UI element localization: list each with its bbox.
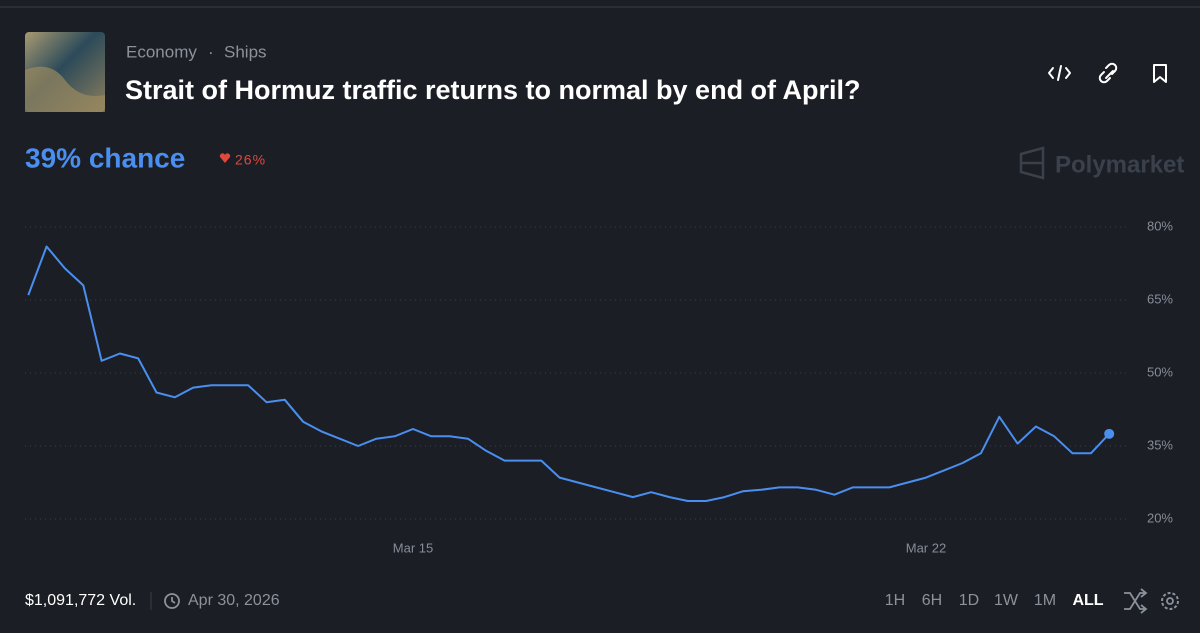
category-link[interactable]: Ships [224,42,267,61]
settings-button[interactable] [1161,592,1179,610]
range-button[interactable]: 6H [922,592,942,609]
breadcrumb-separator: · [208,42,214,61]
x-tick-label: Mar 22 [906,540,946,555]
brand-watermark: Polymarket [1055,151,1184,178]
y-tick-label: 35% [1147,437,1173,452]
x-tick-label: Mar 15 [393,540,433,555]
end-date: Apr 30, 2026 [188,592,280,609]
clock-icon [164,593,180,609]
change-icon [219,153,231,163]
thumbnail-land [25,66,105,112]
price-chart: 80% 65% 50% 35% 20% Mar 15 Mar 22 [25,218,1173,555]
range-button[interactable]: 1W [994,592,1019,609]
compare-button[interactable] [1124,588,1148,614]
y-tick-label: 65% [1147,291,1173,306]
clock-hands [171,597,176,604]
chance-value: 39% chance [25,142,185,173]
copy-link-button[interactable] [1098,62,1118,84]
embed-button[interactable] [1048,65,1071,81]
y-tick-label: 20% [1147,510,1173,525]
category-link[interactable]: Economy [126,42,197,61]
market-title: Strait of Hormuz traffic returns to norm… [125,75,861,105]
brand-logo [1019,146,1045,180]
price-line [27,245,1110,502]
range-button[interactable]: 1D [959,592,979,609]
settings-center [1166,597,1174,605]
volume: $1,091,772 Vol. [25,592,136,609]
range-selector: 1H 6H 1D 1W 1M ALL [885,592,1104,609]
current-point [1104,428,1115,439]
range-button[interactable]: 1H [885,592,905,609]
y-tick-label: 80% [1147,218,1173,233]
bookmark-button[interactable] [1153,64,1167,83]
y-tick-label: 50% [1147,364,1173,379]
chance-change: 26% [235,152,266,168]
range-button[interactable]: 1M [1034,592,1056,609]
range-button[interactable]: ALL [1072,592,1103,609]
